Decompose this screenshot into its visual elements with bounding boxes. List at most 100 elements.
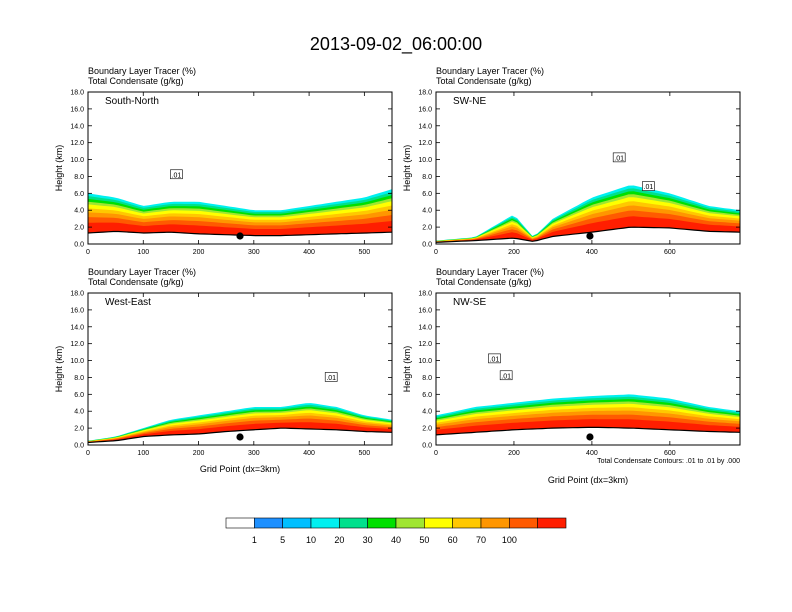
colorbar-label: 40 [391, 535, 401, 545]
x-tick-label: 400 [586, 249, 598, 256]
colorbar-swatch [452, 517, 482, 529]
y-axis-label: Height (km) [402, 346, 412, 393]
panel-subtitle-condensate: Total Condensate (g/kg) [436, 277, 532, 287]
y-axis-label: Height (km) [54, 145, 64, 192]
x-tick-label: 200 [193, 249, 205, 256]
colorbar-swatch [480, 517, 510, 529]
colorbar-label: 50 [419, 535, 429, 545]
x-tick-label: 0 [434, 450, 438, 457]
panel-nw-se: Boundary Layer Tracer (%)Total Condensat… [402, 267, 741, 485]
panel-south-north: Boundary Layer Tracer (%)Total Condensat… [54, 66, 393, 256]
colorbar-swatch [367, 517, 397, 529]
y-tick-label: 12.0 [70, 140, 84, 147]
colorbar-label: 30 [363, 535, 373, 545]
contour-note: Total Condensate Contours: .01 to .01 by… [597, 458, 740, 465]
y-tick-label: 2.0 [74, 225, 84, 232]
y-tick-label: 16.0 [70, 307, 84, 314]
colorbar-label: 20 [334, 535, 344, 545]
x-tick-label: 0 [86, 249, 90, 256]
y-tick-label: 4.0 [422, 208, 432, 215]
panel-name: West-East [105, 297, 151, 308]
panel-west-east: Boundary Layer Tracer (%)Total Condensat… [54, 267, 393, 474]
colorbar-swatch [509, 517, 538, 529]
y-tick-label: 0.0 [74, 443, 84, 450]
y-tick-label: 4.0 [74, 208, 84, 215]
svg-text:.01: .01 [614, 155, 624, 162]
location-marker [586, 433, 594, 441]
x-tick-label: 0 [86, 450, 90, 457]
y-tick-label: 2.0 [74, 426, 84, 433]
x-tick-label: 200 [508, 450, 520, 457]
x-tick-label: 400 [586, 450, 598, 457]
panel-subtitle-condensate: Total Condensate (g/kg) [88, 76, 184, 86]
y-tick-label: 8.0 [422, 375, 432, 382]
colorbar-label: 100 [502, 535, 517, 545]
y-tick-label: 16.0 [418, 106, 432, 113]
contour-label: .01 [612, 152, 626, 162]
x-tick-label: 300 [248, 249, 260, 256]
colorbar-swatch [395, 517, 425, 529]
y-tick-label: 8.0 [422, 174, 432, 181]
plot-frame [435, 91, 741, 245]
x-tick-label: 600 [664, 249, 676, 256]
y-axis-label: Height (km) [54, 346, 64, 393]
y-tick-label: 12.0 [70, 341, 84, 348]
y-tick-label: 10.0 [418, 157, 432, 164]
panel-subtitle-tracer: Boundary Layer Tracer (%) [88, 66, 196, 76]
colorbar-label: 70 [476, 535, 486, 545]
y-tick-label: 10.0 [418, 358, 432, 365]
x-axis-label: Grid Point (dx=3km) [200, 464, 280, 474]
y-tick-label: 0.0 [422, 443, 432, 450]
y-tick-label: 6.0 [74, 191, 84, 198]
plot-frame [87, 292, 393, 446]
x-tick-label: 500 [359, 450, 371, 457]
terrain-line [87, 427, 393, 444]
y-tick-label: 18.0 [70, 291, 84, 298]
y-tick-label: 6.0 [74, 392, 84, 399]
y-tick-label: 2.0 [422, 426, 432, 433]
y-tick-label: 4.0 [74, 409, 84, 416]
svg-text:.01: .01 [490, 356, 500, 363]
location-marker [236, 433, 244, 441]
svg-text:.01: .01 [326, 375, 336, 382]
panel-subtitle-condensate: Total Condensate (g/kg) [436, 76, 532, 86]
panel-subtitle-tracer: Boundary Layer Tracer (%) [436, 66, 544, 76]
svg-text:.01: .01 [172, 172, 182, 179]
y-tick-label: 18.0 [418, 90, 432, 97]
y-tick-label: 12.0 [418, 140, 432, 147]
x-tick-label: 400 [303, 450, 315, 457]
y-tick-label: 4.0 [422, 409, 432, 416]
y-tick-label: 10.0 [70, 358, 84, 365]
x-tick-label: 600 [664, 450, 676, 457]
location-marker [236, 232, 244, 240]
x-tick-label: 300 [248, 450, 260, 457]
y-tick-label: 16.0 [418, 307, 432, 314]
panel-sw-ne: Boundary Layer Tracer (%)Total Condensat… [402, 66, 741, 256]
colorbar-label: 10 [306, 535, 316, 545]
y-tick-label: 8.0 [74, 375, 84, 382]
y-tick-label: 12.0 [418, 341, 432, 348]
colorbar: 1 5 10 20 30 40 50 60 70 100 [225, 517, 567, 545]
colorbar-swatch [310, 517, 340, 529]
y-tick-label: 8.0 [74, 174, 84, 181]
colorbar-swatch [424, 517, 453, 529]
x-tick-label: 400 [303, 249, 315, 256]
panel-name: South-North [105, 96, 159, 107]
x-tick-label: 200 [193, 450, 205, 457]
svg-text:.01: .01 [501, 373, 511, 380]
colorbar-swatch [339, 517, 368, 529]
y-tick-label: 6.0 [422, 392, 432, 399]
contour-label: .01 [499, 370, 513, 380]
colorbar-swatch [537, 517, 567, 529]
colorbar-swatch [282, 517, 312, 529]
panel-name: SW-NE [453, 96, 486, 107]
y-tick-label: 6.0 [422, 191, 432, 198]
contour-label: .01 [642, 181, 655, 191]
terrain-line [435, 226, 741, 243]
contour-label: .01 [488, 353, 501, 363]
contour-label: .01 [324, 372, 338, 382]
contour-label: .01 [170, 169, 183, 179]
y-tick-label: 0.0 [422, 242, 432, 249]
terrain-line [435, 426, 741, 436]
